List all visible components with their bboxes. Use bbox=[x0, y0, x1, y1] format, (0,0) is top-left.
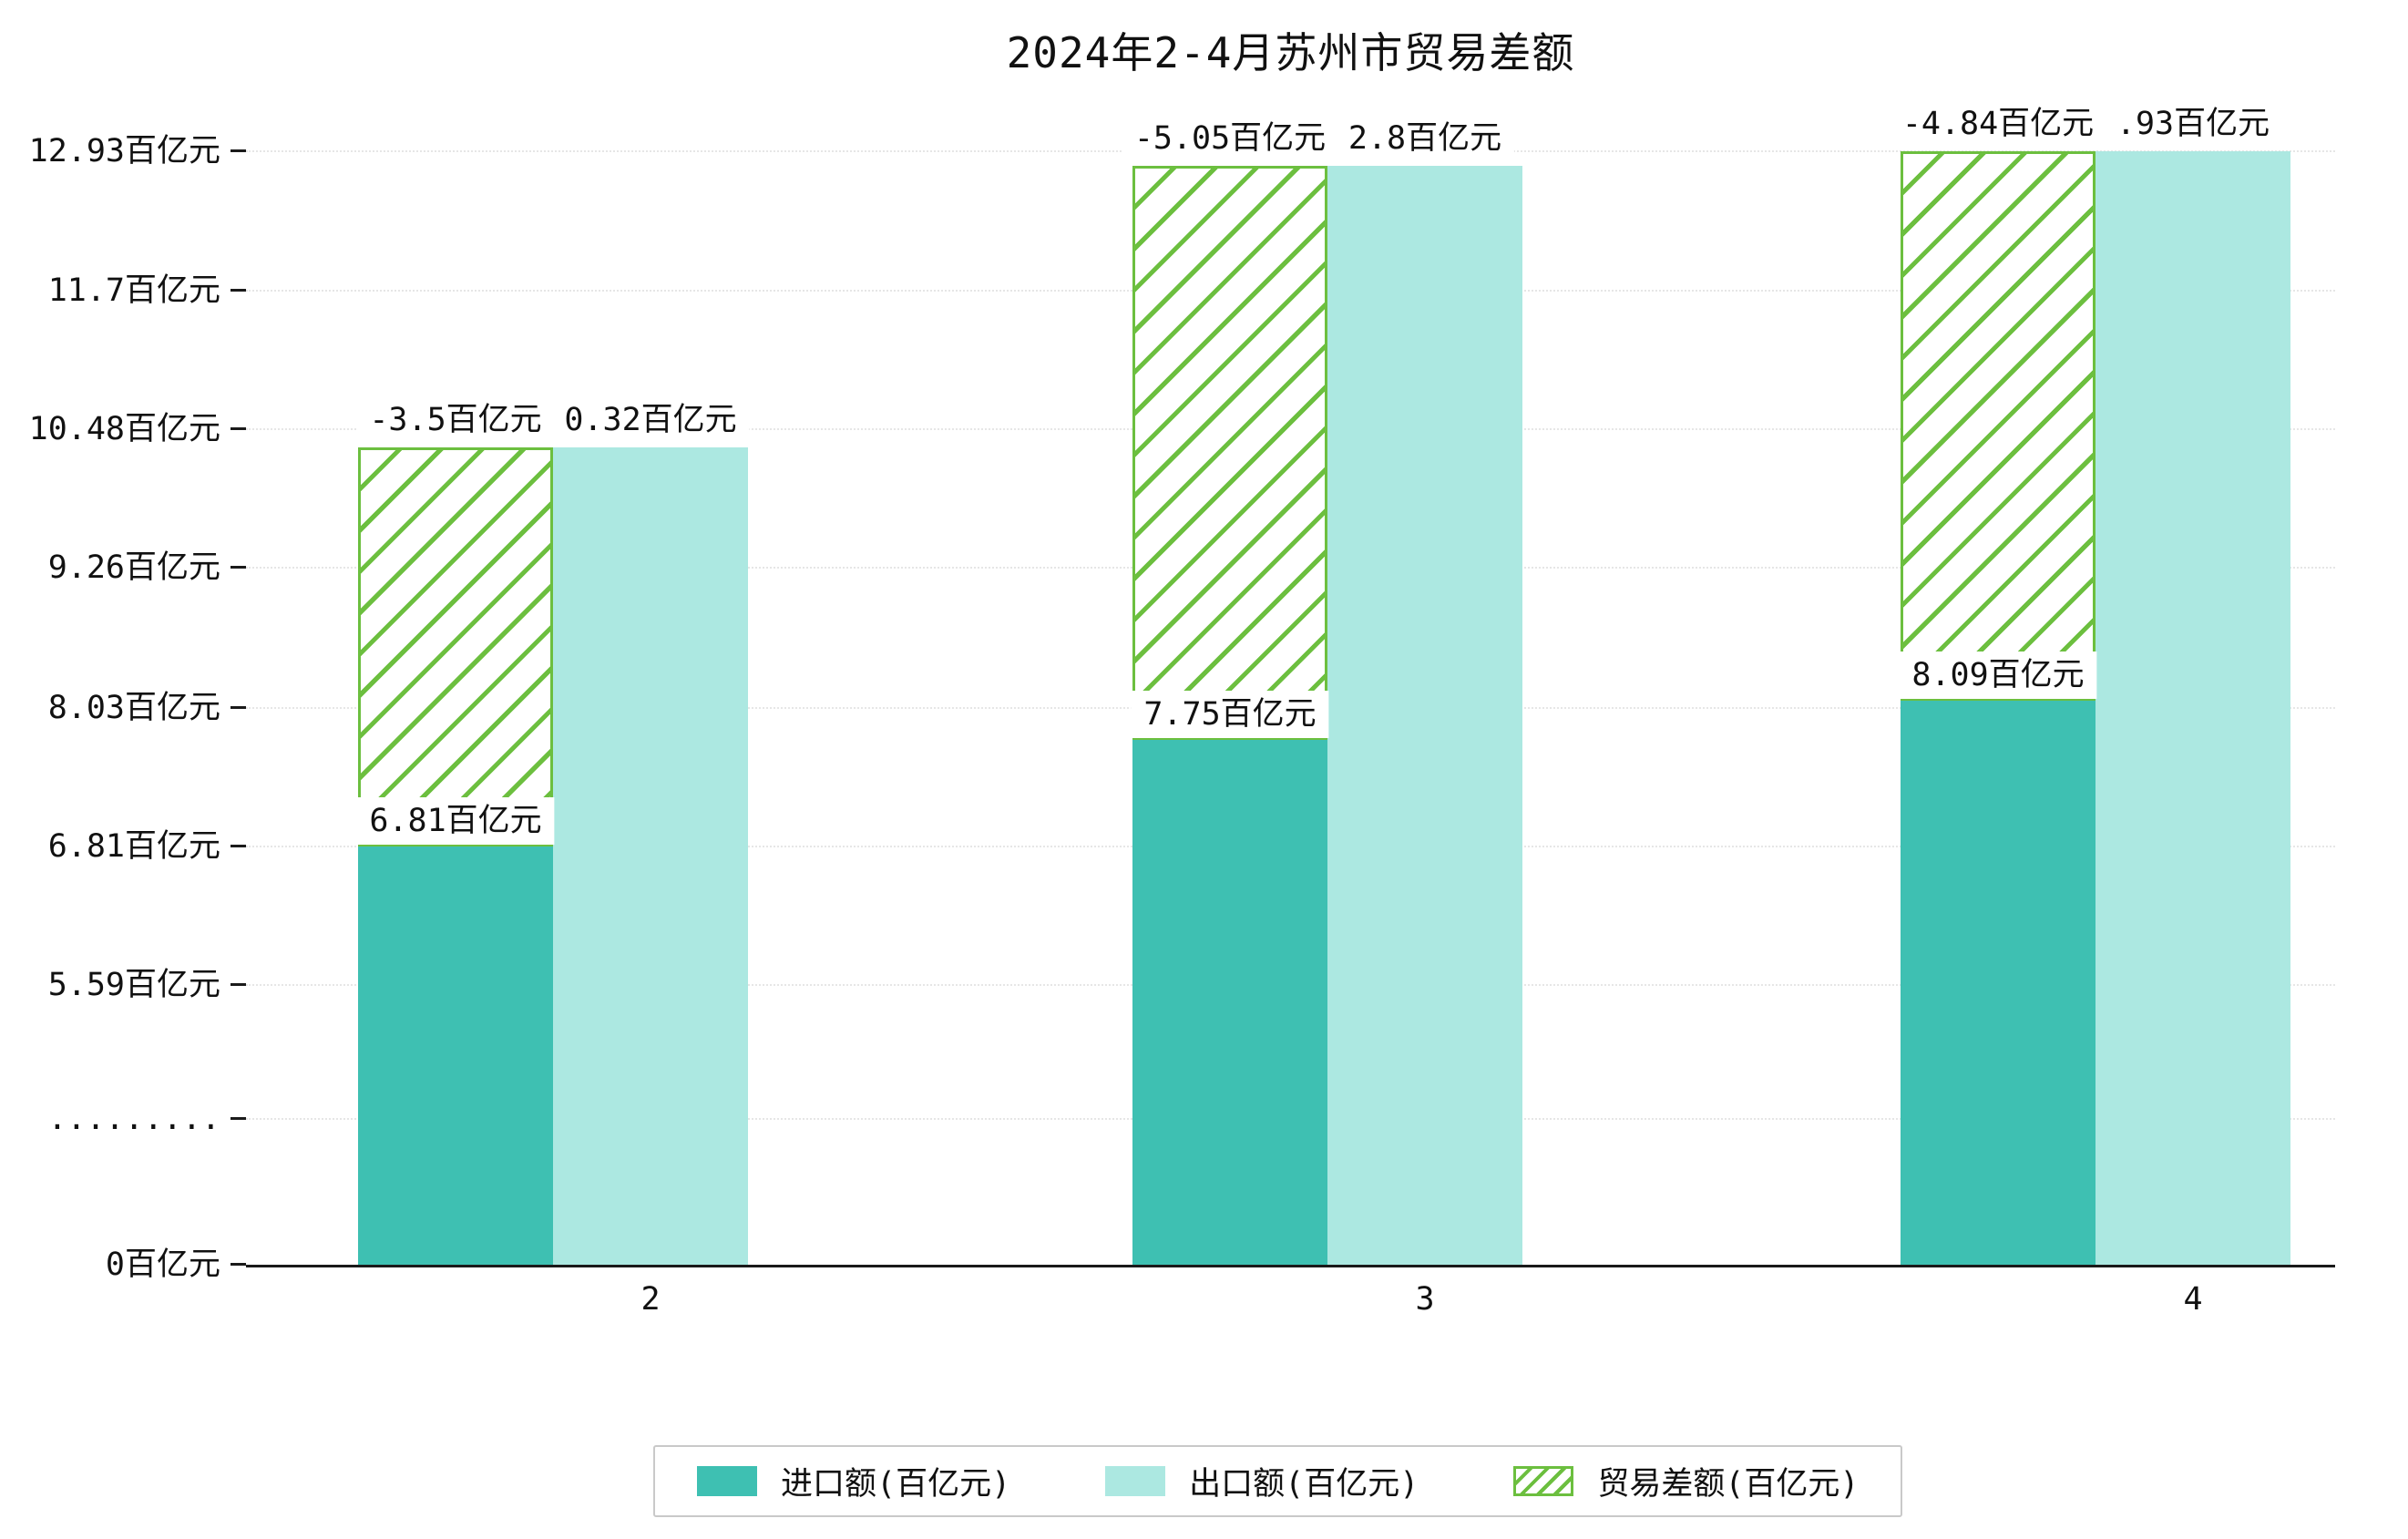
import-bar bbox=[1132, 739, 1327, 1265]
import-value-label: 8.09百亿元 bbox=[1899, 652, 2097, 700]
y-axis-tick-mark bbox=[231, 844, 246, 847]
import-value-label: 7.75百亿元 bbox=[1131, 690, 1329, 738]
import-swatch-icon bbox=[697, 1466, 757, 1496]
y-axis-tick-mark bbox=[231, 1117, 246, 1120]
export-bar bbox=[1327, 166, 1522, 1265]
export-swatch-icon bbox=[1105, 1466, 1166, 1496]
legend-item-import: 进口额(百亿元) bbox=[697, 1458, 1010, 1504]
export-value-label: .93百亿元 bbox=[2103, 99, 2283, 148]
export-bar bbox=[553, 447, 748, 1265]
trade-balance-bar bbox=[358, 447, 553, 846]
trade-balance-bar bbox=[1901, 150, 2095, 702]
y-axis-tick-mark bbox=[231, 705, 246, 709]
y-axis-tick-label: 10.48百亿元 bbox=[28, 411, 220, 448]
y-axis-tick-mark bbox=[231, 1263, 246, 1266]
trade-balance-bar bbox=[1132, 166, 1327, 740]
y-axis-tick-label: ......... bbox=[47, 1101, 220, 1137]
y-axis-tick-label: 6.81百亿元 bbox=[47, 827, 220, 865]
export-value-label: 0.32百亿元 bbox=[551, 396, 750, 445]
export-bar bbox=[2095, 150, 2290, 1265]
legend: 进口额(百亿元) 出口额(百亿元) 贸易差额(百亿元) bbox=[653, 1445, 1903, 1517]
y-axis-tick-mark bbox=[231, 289, 246, 292]
y-axis-tick-label: 9.26百亿元 bbox=[47, 549, 220, 587]
legend-label-trade-balance: 贸易差额(百亿元) bbox=[1597, 1466, 1860, 1503]
trade-balance-value-label: -5.05百亿元 bbox=[1121, 115, 1339, 163]
trade-balance-value-label: -3.5百亿元 bbox=[356, 396, 555, 445]
y-axis-tick-label: 12.93百亿元 bbox=[28, 132, 220, 169]
x-axis-tick-label: 2 bbox=[640, 1281, 661, 1318]
y-axis-tick-label: 5.59百亿元 bbox=[47, 967, 220, 1003]
trade-balance-value-label: -4.84百亿元 bbox=[1889, 99, 2107, 148]
legend-label-export: 出口额(百亿元) bbox=[1189, 1466, 1419, 1503]
export-value-label: 2.8百亿元 bbox=[1335, 115, 1515, 163]
import-value-label: 6.81百亿元 bbox=[356, 796, 555, 845]
y-axis-tick-label: 11.7百亿元 bbox=[47, 272, 220, 310]
y-axis-tick-mark bbox=[231, 983, 246, 986]
legend-item-export: 出口额(百亿元) bbox=[1105, 1458, 1419, 1504]
y-axis-tick-label: 8.03百亿元 bbox=[47, 689, 220, 726]
import-bar bbox=[1901, 701, 2095, 1265]
x-axis-tick-label: 3 bbox=[1415, 1281, 1435, 1318]
legend-item-trade-balance: 贸易差额(百亿元) bbox=[1513, 1458, 1859, 1504]
legend-label-import: 进口额(百亿元) bbox=[781, 1466, 1011, 1503]
y-axis-tick-mark bbox=[231, 427, 246, 431]
x-axis-tick-label: 4 bbox=[2183, 1281, 2203, 1318]
import-bar bbox=[358, 846, 553, 1265]
y-axis-tick-label: 0百亿元 bbox=[105, 1247, 220, 1283]
y-axis-tick-mark bbox=[231, 566, 246, 569]
trade-balance-swatch-icon bbox=[1513, 1466, 1574, 1496]
y-axis-tick-mark bbox=[231, 149, 246, 152]
chart-title: 2024年2-4月苏州市贸易差额 bbox=[1006, 28, 1575, 77]
x-axis-line bbox=[246, 1265, 2335, 1267]
